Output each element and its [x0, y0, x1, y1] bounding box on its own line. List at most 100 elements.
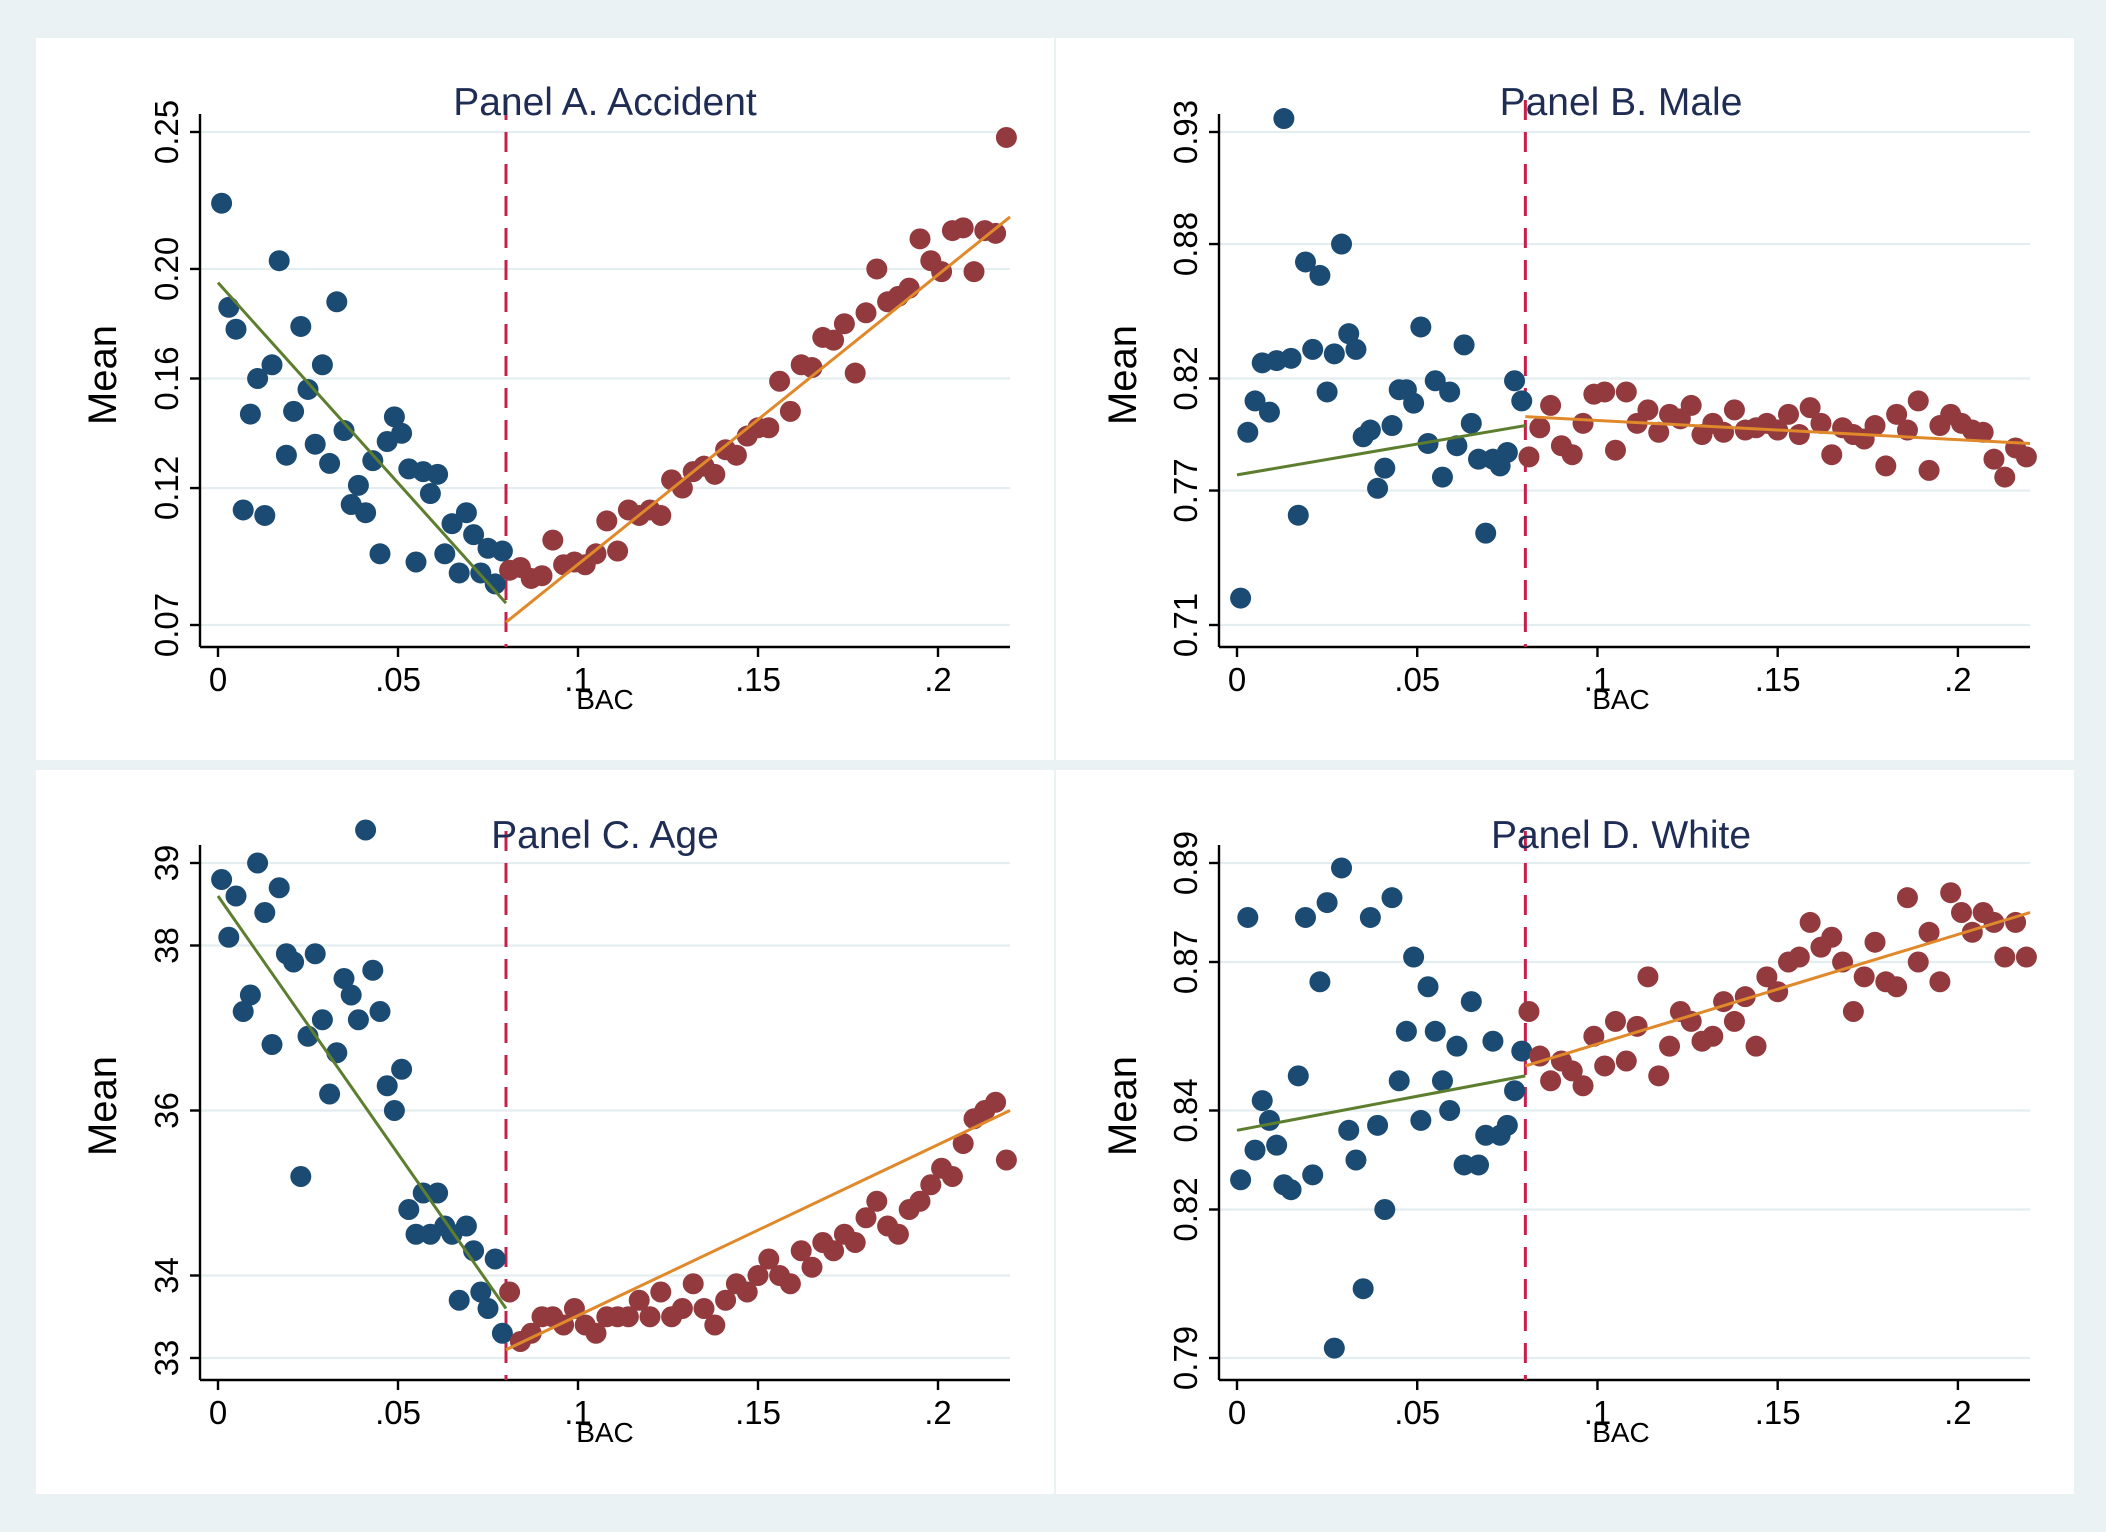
fit-line-above — [1524, 911, 2031, 1068]
y-tick-label: 38 — [148, 927, 185, 964]
x-tick-label: .15 — [735, 1394, 781, 1431]
data-point-below — [1367, 1114, 1389, 1136]
data-point-above — [1886, 976, 1908, 998]
data-point-above — [693, 1298, 715, 1319]
data-point-below — [362, 450, 384, 472]
panel-a: 0.07 0.12 0.16 0.20 0.25 0 .05 .1 .15 .2 Panel A. … — [36, 38, 1054, 760]
data-point-above — [1886, 403, 1908, 425]
x-tick-label: 0 — [1228, 1394, 1246, 1431]
data-point-above — [1799, 911, 1821, 933]
data-point-above — [1583, 1025, 1605, 1047]
data-point-below — [254, 902, 276, 923]
data-point-below — [218, 296, 240, 318]
data-point-below — [1417, 976, 1439, 998]
fit-line-below — [216, 281, 508, 605]
data-point-above — [952, 217, 974, 239]
data-point-above — [1896, 887, 1918, 909]
data-point-below — [491, 540, 513, 562]
fit-line-above — [505, 215, 1011, 624]
data-point-below — [1504, 370, 1526, 392]
x-tick-label: .2 — [1944, 661, 1972, 698]
data-point-above — [855, 302, 877, 324]
data-point-above — [823, 1240, 845, 1262]
data-point-above — [1810, 412, 1832, 434]
data-point-above — [520, 1322, 542, 1344]
data-point-below — [326, 291, 348, 313]
panel-title: Panel D. White — [1491, 814, 1751, 857]
panel-title: Panel C. Age — [491, 814, 719, 857]
data-point-below — [1468, 448, 1490, 470]
data-point-above — [499, 1281, 521, 1303]
data-point-above — [1745, 1035, 1767, 1057]
x-tick-label: .05 — [375, 661, 421, 698]
data-point-below — [362, 959, 384, 981]
data-point-above — [779, 400, 801, 422]
x-tick-label: 0 — [209, 661, 227, 698]
data-point-above — [715, 1289, 737, 1311]
data-point-below — [1460, 991, 1482, 1013]
data-point-below — [1431, 466, 1453, 488]
y-tick-label: 0.77 — [1167, 458, 1204, 522]
data-point-below — [225, 885, 247, 907]
data-point-below — [340, 984, 362, 1006]
data-point-below — [434, 543, 456, 565]
data-point-below — [1345, 338, 1367, 360]
x-tick-label: .1 — [1584, 661, 1612, 698]
x-axis-title: BAC — [1592, 1417, 1650, 1448]
data-point-below — [1302, 338, 1324, 360]
data-point-below — [1331, 857, 1353, 879]
data-point-above — [617, 1306, 639, 1328]
data-point-above — [1983, 448, 2005, 470]
data-point-below — [304, 433, 326, 455]
data-point-above — [1659, 1035, 1681, 1057]
fit-line-below — [1236, 1074, 1526, 1132]
data-point-below — [232, 1001, 254, 1022]
x-tick-label: .1 — [564, 1394, 592, 1431]
data-point-above — [823, 329, 845, 351]
data-point-below — [319, 452, 341, 474]
y-tick-label: 0.16 — [148, 346, 185, 410]
data-point-below — [376, 1075, 398, 1097]
panel-background — [1056, 38, 2074, 760]
data-point-below — [1316, 381, 1338, 403]
x-axis-title: BAC — [576, 684, 634, 715]
data-point-above — [1561, 1060, 1583, 1082]
data-point-below — [383, 1100, 405, 1121]
x-tick-label: .15 — [735, 661, 781, 698]
y-tick-label: 34 — [148, 1257, 185, 1294]
data-point-below — [311, 354, 333, 376]
data-point-above — [1594, 381, 1616, 403]
data-point-below — [470, 1281, 492, 1303]
data-point-above — [920, 1174, 942, 1196]
x-tick-label: .2 — [1944, 1394, 1972, 1431]
data-point-above — [909, 1190, 931, 1212]
data-point-above — [1604, 439, 1626, 461]
data-point-below — [1258, 1109, 1280, 1131]
data-point-below — [1258, 401, 1280, 423]
x-tick-label: 0 — [1228, 661, 1246, 698]
data-point-below — [333, 420, 355, 442]
data-point-below — [398, 1199, 420, 1220]
data-point-below — [1230, 587, 1252, 609]
data-point-below — [283, 400, 305, 422]
data-point-above — [1723, 399, 1745, 421]
data-point-below — [290, 315, 312, 337]
data-point-above — [833, 313, 855, 335]
data-point-below — [1439, 381, 1461, 403]
data-point-above — [1875, 455, 1897, 477]
data-point-above — [1842, 1001, 1864, 1022]
data-point-below — [347, 1009, 369, 1031]
data-point-below — [304, 943, 326, 965]
x-tick-label: .05 — [1394, 661, 1440, 698]
fit-line-below — [1236, 424, 1526, 477]
data-point-above — [866, 258, 888, 280]
data-point-above — [542, 529, 564, 551]
data-point-below — [1381, 415, 1403, 437]
data-point-below — [405, 551, 427, 573]
data-point-above — [909, 228, 931, 250]
data-point-below — [391, 422, 413, 444]
data-point-below — [261, 1034, 283, 1055]
data-point-below — [391, 1058, 413, 1080]
data-point-above — [1951, 902, 1973, 923]
data-point-above — [866, 1190, 888, 1212]
